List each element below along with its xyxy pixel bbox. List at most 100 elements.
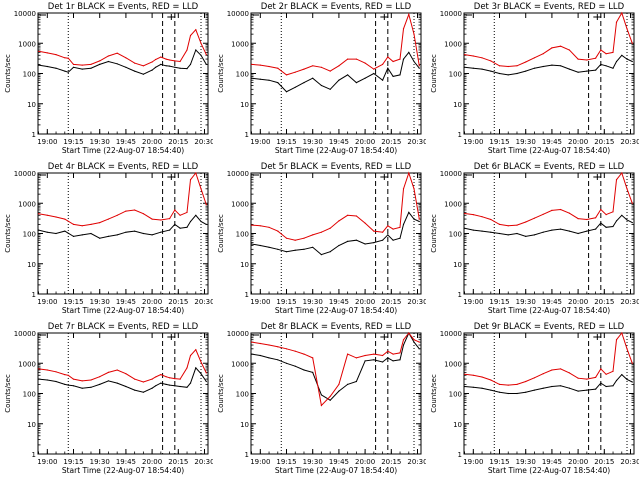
x-tick-label: 20:15 <box>381 458 401 466</box>
data-point-lld <box>560 208 562 211</box>
data-point-events <box>542 65 544 68</box>
data-point-lld <box>347 214 349 216</box>
y-tick-label: 1 <box>32 131 36 139</box>
data-point-lld <box>595 376 597 378</box>
data-point-lld <box>160 56 162 58</box>
data-point-lld <box>542 53 544 55</box>
data-point-events <box>81 234 83 236</box>
data-point-lld <box>408 13 410 15</box>
data-point-lld <box>615 179 618 181</box>
data-point-lld <box>464 373 466 375</box>
x-tick-label: 20:15 <box>168 458 188 466</box>
data-point-lld <box>542 373 544 375</box>
data-point-events <box>268 357 270 359</box>
data-point-events <box>151 234 153 236</box>
data-point-lld <box>490 379 492 381</box>
data-point-lld <box>38 50 40 52</box>
data-point-events <box>612 67 614 69</box>
data-point-lld <box>615 339 618 341</box>
data-point-events <box>382 239 384 241</box>
data-point-events <box>155 385 157 387</box>
x-axis-label: Start Time (22-Aug-07 18:54:40) <box>62 466 184 475</box>
chart-panel-3: Det 3r BLACK = Events, RED = LLD 1 10 100 10… <box>430 2 639 155</box>
data-point-lld <box>189 179 192 181</box>
data-point-lld <box>151 218 153 220</box>
x-tick-label: 19:45 <box>116 298 136 306</box>
y-tick-label: 1 <box>32 291 36 299</box>
data-point-events <box>64 230 66 232</box>
data-point-lld <box>472 214 474 216</box>
data-point-lld <box>46 214 48 216</box>
x-tick-label: 20:30 <box>407 298 426 306</box>
data-point-events <box>507 234 509 236</box>
x-tick-label: 19:30 <box>516 298 536 306</box>
data-point-events <box>399 359 401 361</box>
data-point-events <box>525 235 527 237</box>
x-axis-label: Start Time (22-Aug-07 18:54:40) <box>275 146 397 155</box>
data-point-lld <box>507 65 509 68</box>
data-point-events <box>577 232 579 235</box>
data-point-events <box>200 54 202 56</box>
data-point-lld <box>402 188 405 190</box>
data-point-events <box>347 74 349 76</box>
data-point-lld <box>551 47 553 49</box>
data-point-lld <box>586 59 588 61</box>
data-point-lld <box>392 228 394 230</box>
data-point-events <box>165 383 167 385</box>
data-point-events <box>399 237 401 239</box>
x-tick-label: 19:30 <box>303 138 323 146</box>
data-point-lld <box>329 227 331 229</box>
data-point-lld <box>64 374 66 376</box>
data-point-events <box>413 60 415 63</box>
x-axis-label: Start Time (22-Aug-07 18:54:40) <box>62 146 184 155</box>
chart-title: Det 7r BLACK = Events, RED = LLD <box>48 322 199 332</box>
data-point-events <box>626 219 628 221</box>
data-point-lld <box>268 226 270 228</box>
data-point-lld <box>418 218 420 220</box>
x-tick-label: 20:15 <box>594 458 614 466</box>
data-point-events <box>174 223 176 225</box>
data-point-events <box>399 74 401 76</box>
series-line-events <box>464 373 633 394</box>
data-point-lld <box>399 226 401 228</box>
x-tick-label: 19:15 <box>276 458 296 466</box>
data-point-events <box>303 82 305 84</box>
x-tick-label: 20:30 <box>194 458 213 466</box>
data-point-lld <box>268 344 270 346</box>
y-axis-label: Counts/sec <box>430 54 438 93</box>
data-point-events <box>169 65 171 67</box>
data-point-lld <box>373 68 375 70</box>
data-point-events <box>586 389 588 391</box>
y-tick-label: 10 <box>453 261 462 269</box>
data-point-events <box>142 232 144 235</box>
data-point-lld <box>472 55 474 57</box>
data-point-lld <box>259 342 261 345</box>
data-point-events <box>600 382 602 384</box>
data-point-events <box>81 387 83 389</box>
data-point-events <box>373 359 375 361</box>
data-point-events <box>312 246 314 248</box>
data-point-lld <box>560 45 562 47</box>
data-point-lld <box>373 230 375 232</box>
x-tick-label: 19:00 <box>463 298 483 306</box>
data-point-events <box>551 229 553 231</box>
y-tick-label: 10 <box>453 101 462 109</box>
data-point-lld <box>277 230 279 232</box>
data-point-events <box>55 67 57 69</box>
x-axis-label: Start Time (22-Aug-07 18:54:40) <box>488 466 610 475</box>
data-point-lld <box>142 381 144 383</box>
data-point-events <box>533 389 535 391</box>
data-point-events <box>107 380 109 382</box>
data-point-lld <box>165 376 167 378</box>
y-tick-label: 10000 <box>14 170 36 178</box>
data-point-lld <box>382 231 384 233</box>
data-point-events <box>320 394 322 396</box>
series-line-events <box>464 214 633 237</box>
x-tick-label: 19:45 <box>116 138 136 146</box>
data-point-events <box>259 354 261 357</box>
data-point-lld <box>533 57 535 59</box>
data-point-lld <box>498 223 501 225</box>
data-point-events <box>64 383 66 385</box>
data-point-lld <box>179 214 181 216</box>
data-point-lld <box>605 214 607 216</box>
